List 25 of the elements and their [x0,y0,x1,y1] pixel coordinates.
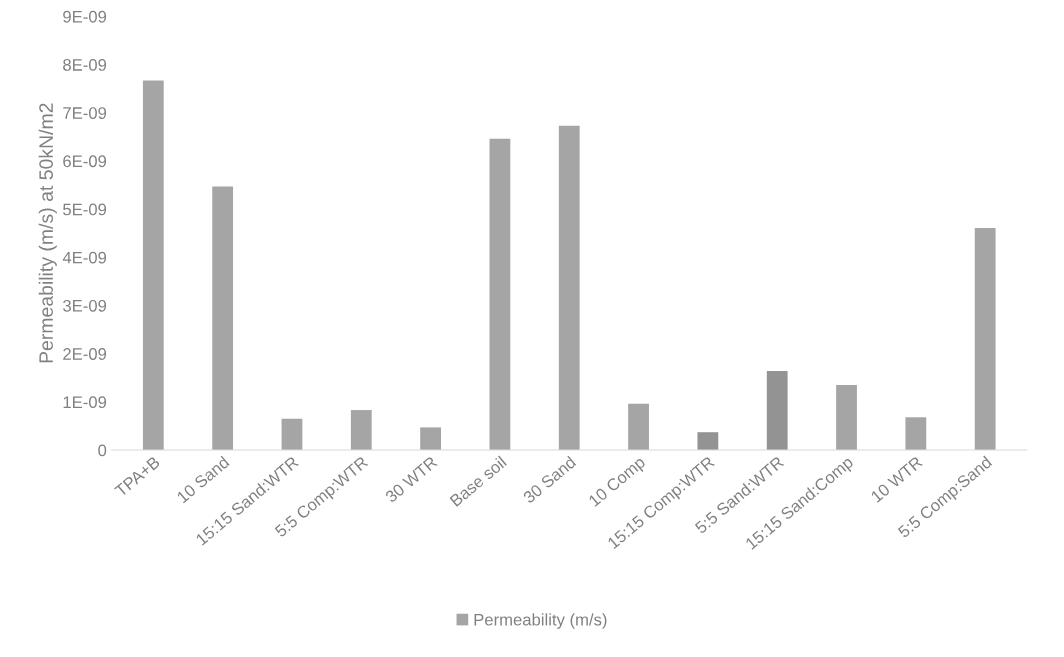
bar [766,371,788,451]
y-tick-label: 3E-09 [63,299,107,312]
bar [628,403,649,451]
y-tick-label: 1E-09 [63,396,107,409]
y-tick-label: 4E-09 [62,251,107,264]
y-tick-label: 6E-09 [63,155,107,168]
bar [558,125,580,451]
bar [420,427,441,451]
bar [905,417,927,451]
y-tick-label: 8E-09 [63,59,107,71]
bar [489,138,511,451]
y-tick-label: 0 [98,444,107,457]
bar [697,432,719,451]
legend-label: Permeability (m/s) [474,613,607,629]
y-tick-label: 9E-09 [63,10,107,23]
y-axis-title: Permeability (m/s) at 50kN/m2 [38,103,57,363]
bar [836,385,857,451]
bar [142,80,164,451]
bar [212,186,234,451]
y-tick-label: 5E-09 [63,203,107,216]
y-tick-label: 2E-09 [63,348,107,360]
bar [974,227,996,451]
y-tick-label: 7E-09 [63,107,107,119]
bar [350,410,372,451]
bar [281,418,303,451]
